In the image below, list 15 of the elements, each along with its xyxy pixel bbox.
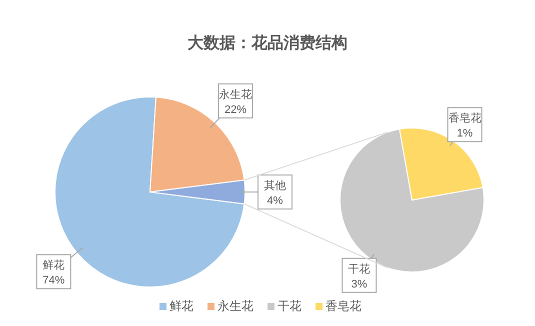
legend-label: 鲜花 [170,299,194,313]
legend-label: 永生花 [218,299,254,313]
data-label: 3% [351,278,368,290]
data-label: 74% [42,274,65,287]
slice-label: 鲜花 [42,258,65,272]
data-label: 22% [224,104,247,116]
chart-title: 大数据：花品消费结构 [188,34,348,52]
data-label: 1% [456,128,473,140]
legend-label: 干花 [278,299,302,313]
slice-label: 香皂花 [448,112,482,125]
slice-label: 其他 [264,179,286,192]
slice-label: 干花 [348,262,370,276]
legend-label: 香皂花 [326,299,362,313]
data-label: 4% [267,195,284,207]
slice-label: 永生花 [219,88,252,101]
